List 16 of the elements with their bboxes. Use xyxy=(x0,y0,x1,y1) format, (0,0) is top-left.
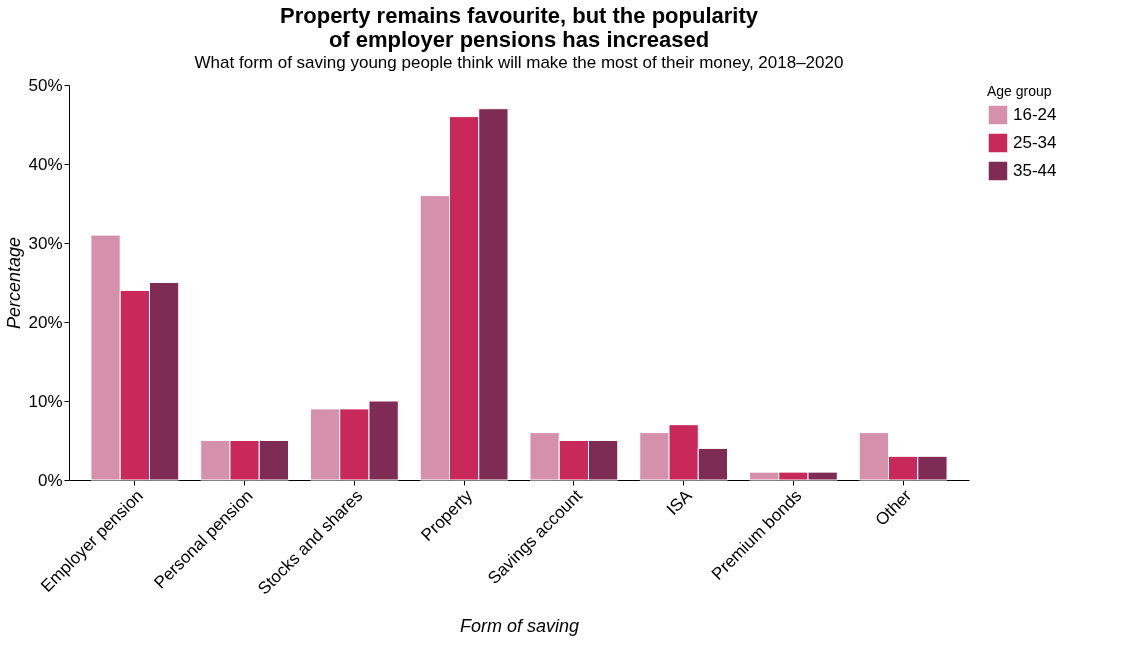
legend-label: 16-24 xyxy=(1013,105,1057,124)
x-axis-title: Form of saving xyxy=(459,615,580,636)
text: Property remains favourite, but the popularity xyxy=(280,3,758,28)
chart-subtitle: What form of saving young people think will make the most of their money, 2018–2020 xyxy=(194,53,844,72)
text: of employer pensions has increased xyxy=(328,27,710,52)
y-tick-label: 0% xyxy=(37,470,63,490)
legend-title: Age group xyxy=(987,83,1052,99)
y-tick-label: 10% xyxy=(28,391,63,411)
legend-label: 35-44 xyxy=(1013,161,1057,180)
x-tick-label: ISA xyxy=(662,485,697,519)
y-tick-label: 30% xyxy=(28,233,63,253)
y-tick-label: 20% xyxy=(28,312,63,332)
legend-label: 25-34 xyxy=(1013,133,1057,152)
y-tick-label: 40% xyxy=(28,154,63,174)
y-axis-title: Percentage xyxy=(4,236,25,330)
y-tick-label: 50% xyxy=(28,75,63,95)
